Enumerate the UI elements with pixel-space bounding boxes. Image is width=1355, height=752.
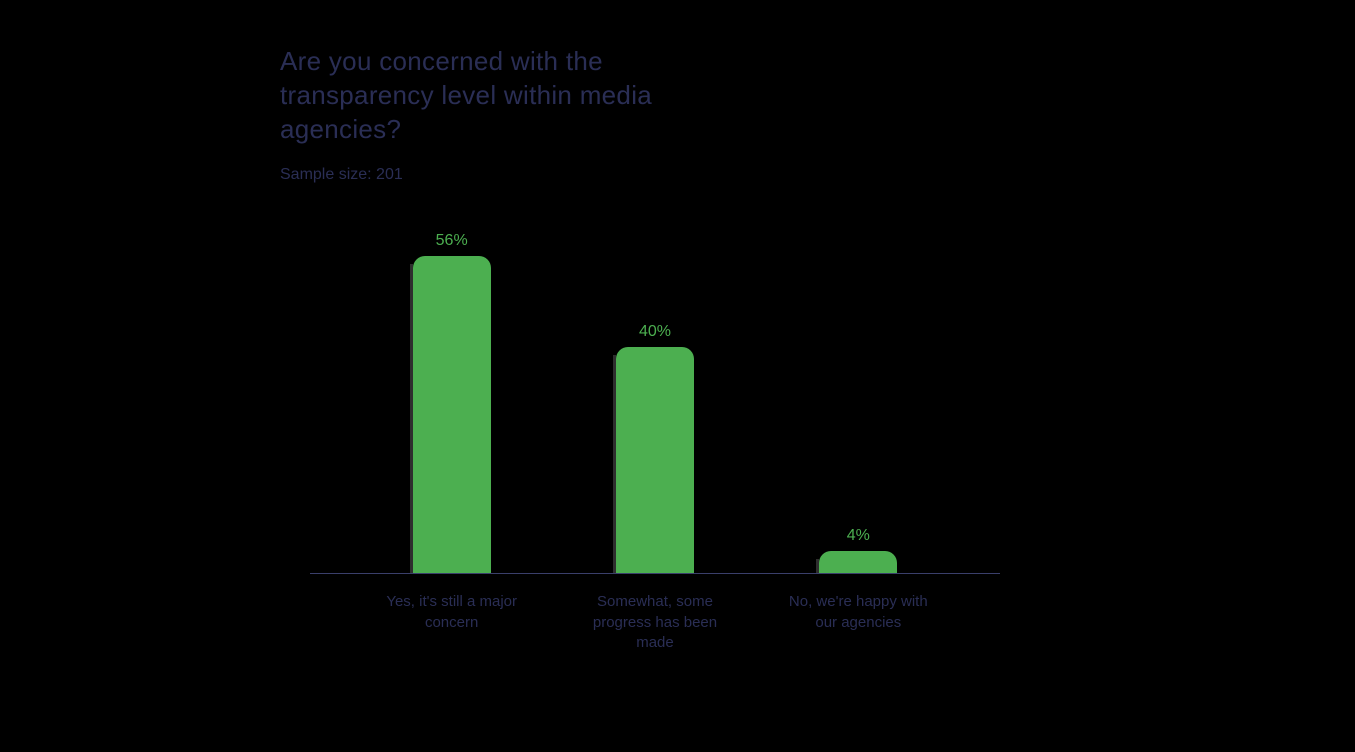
bar-value-label: 40% bbox=[639, 323, 671, 341]
bar bbox=[819, 551, 897, 574]
bar-chart: Are you concerned with the transparency … bbox=[280, 45, 1000, 653]
x-label: Yes, it's still a major concern bbox=[379, 592, 524, 653]
x-axis-labels: Yes, it's still a major concern Somewhat… bbox=[310, 574, 1000, 653]
bar-group-2: 4% bbox=[798, 214, 918, 573]
bar bbox=[616, 347, 694, 574]
bar-value-label: 56% bbox=[436, 232, 468, 250]
bar bbox=[413, 256, 491, 573]
chart-subtitle: Sample size: 201 bbox=[280, 166, 1000, 184]
x-label: No, we're happy with our agencies bbox=[786, 592, 931, 653]
bar-group-1: 40% bbox=[595, 214, 715, 573]
chart-title: Are you concerned with the transparency … bbox=[280, 45, 760, 146]
bar-group-0: 56% bbox=[392, 214, 512, 573]
bars-row: 56% 40% 4% bbox=[310, 214, 1000, 573]
x-label: Somewhat, some progress has been made bbox=[582, 592, 727, 653]
plot-area: 56% 40% 4% bbox=[310, 214, 1000, 574]
bar-value-label: 4% bbox=[847, 527, 870, 545]
